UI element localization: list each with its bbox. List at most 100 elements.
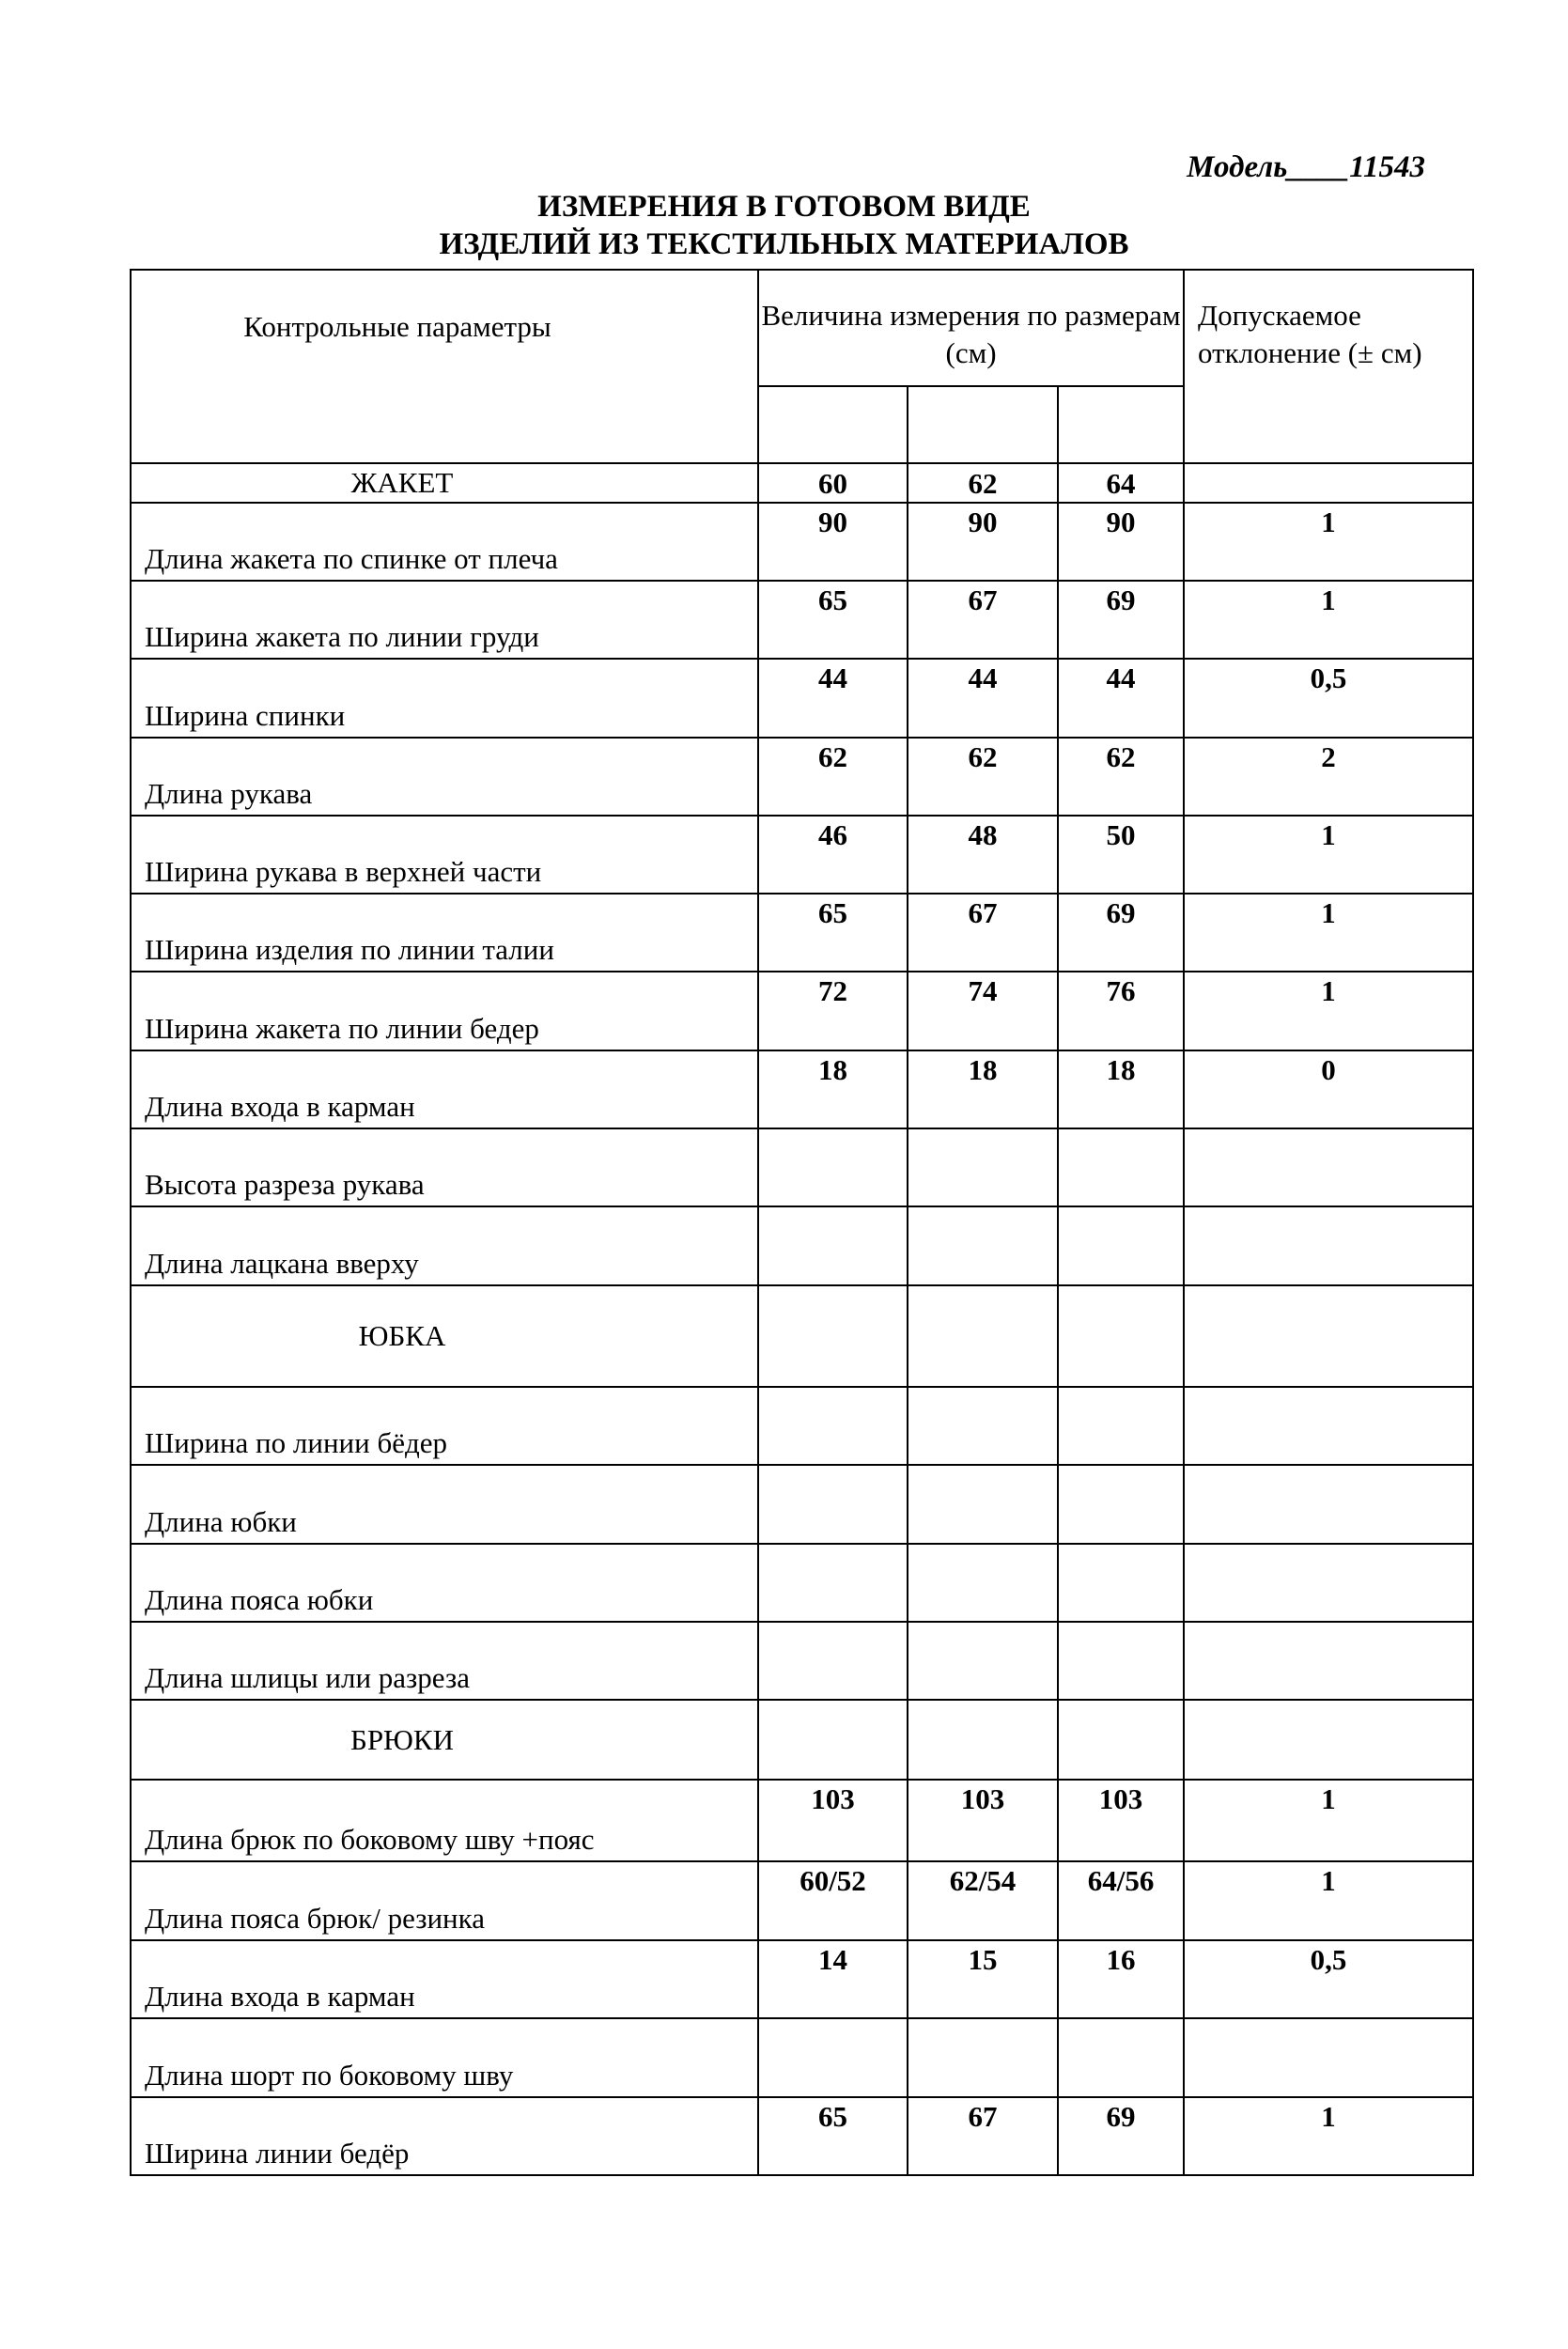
parameter-label: Высота разреза рукава	[130, 1128, 759, 1207]
parameter-label: Длина жакета по спинке от плеча	[130, 502, 759, 582]
size-value-cell: 69	[1056, 2096, 1186, 2176]
table-row: Длина лацкана вверху	[130, 1206, 1475, 1286]
size-value-cell: 50	[1056, 815, 1186, 894]
size-value-cell: 62	[757, 737, 908, 817]
size-value-cell: 76	[1056, 971, 1186, 1051]
size-value-cell	[907, 1206, 1059, 1286]
tolerance-cell	[1183, 1464, 1475, 1545]
tolerance-cell: 0	[1183, 1050, 1475, 1129]
parameter-label: Ширина жакета по линии груди	[130, 580, 759, 660]
table-row: Длина пояса брюк/ резинка 60/52 62/54 64/56…	[130, 1860, 1475, 1941]
size-value-cell	[1056, 1128, 1186, 1207]
size-value-cell: 18	[757, 1050, 908, 1129]
table-row: Ширина линии бедёр 65 67 69 1	[130, 2096, 1475, 2176]
size-value-cell: 67	[907, 2096, 1059, 2176]
header-tolerance: Допускаемое отклонение (± см)	[1183, 269, 1475, 464]
size-value-cell	[757, 2017, 908, 2098]
size-value-cell	[1056, 1464, 1186, 1545]
size-value-cell	[1056, 1699, 1186, 1781]
tolerance-cell	[1183, 1128, 1475, 1207]
section-row: ЖАКЕТ 60 62 64	[130, 462, 1475, 504]
table-row: Длина входа в карман 14 15 16 0,5	[130, 1939, 1475, 2019]
table-row: Ширина жакета по линии груди 65 67 69 1	[130, 580, 1475, 660]
measurements-table: Контрольные параметры Величина измерения…	[130, 269, 1475, 2176]
table-row: Длина рукава 62 62 62 2	[130, 737, 1475, 817]
size-value-cell	[907, 1543, 1059, 1623]
table-row: Длина жакета по спинке от плеча 90 90 90 1	[130, 502, 1475, 582]
tolerance-cell: 2	[1183, 737, 1475, 817]
table-row: Ширина рукава в верхней части 46 48 50 1	[130, 815, 1475, 894]
size-value-cell	[907, 2017, 1059, 2098]
size-value-cell: 14	[757, 1939, 908, 2019]
table-row: Ширина жакета по линии бедер 72 74 76 1	[130, 971, 1475, 1051]
parameter-label: Длина шорт по боковому шву	[130, 2017, 759, 2098]
table-row: Ширина по линии бёдер	[130, 1386, 1475, 1466]
tolerance-cell	[1183, 1699, 1475, 1781]
size-subheader-cell	[1056, 385, 1186, 464]
size-value-cell	[907, 1621, 1059, 1701]
size-value-cell	[907, 1128, 1059, 1207]
size-value-cell: 72	[757, 971, 908, 1051]
size-value-cell: 64	[1056, 462, 1186, 504]
size-subheader-cell	[757, 385, 908, 464]
size-value-cell: 65	[757, 2096, 908, 2176]
size-value-cell: 44	[907, 658, 1059, 739]
size-value-cell: 69	[1056, 893, 1186, 972]
size-value-cell: 18	[1056, 1050, 1186, 1129]
table-row: Длина пояса юбки	[130, 1543, 1475, 1623]
size-value-cell: 62/54	[907, 1860, 1059, 1941]
table-row: Длина юбки	[130, 1464, 1475, 1545]
size-value-cell: 62	[907, 737, 1059, 817]
tolerance-cell	[1183, 1386, 1475, 1466]
parameter-label: Ширина спинки	[130, 658, 759, 739]
tolerance-cell: 1	[1183, 971, 1475, 1051]
section-label: ЮБКА	[130, 1284, 759, 1388]
size-value-cell	[907, 1386, 1059, 1466]
parameter-label: Ширина рукава в верхней части	[130, 815, 759, 894]
tolerance-cell: 1	[1183, 815, 1475, 894]
parameter-label: Длина входа в карман	[130, 1939, 759, 2019]
size-value-cell	[1056, 2017, 1186, 2098]
tolerance-cell: 1	[1183, 1860, 1475, 1941]
size-value-cell: 90	[757, 502, 908, 582]
size-value-cell: 69	[1056, 580, 1186, 660]
table-row: Ширина спинки 44 44 44 0,5	[130, 658, 1475, 739]
size-value-cell	[757, 1386, 908, 1466]
parameter-label: Ширина изделия по линии талии	[130, 893, 759, 972]
size-value-cell: 67	[907, 580, 1059, 660]
tolerance-cell	[1183, 1284, 1475, 1388]
size-value-cell: 60	[757, 462, 908, 504]
parameter-label: Ширина линии бедёр	[130, 2096, 759, 2176]
tolerance-cell	[1183, 462, 1475, 504]
size-value-cell	[757, 1206, 908, 1286]
tolerance-cell: 1	[1183, 2096, 1475, 2176]
size-value-cell	[757, 1464, 908, 1545]
table-row: Длина шлицы или разреза	[130, 1621, 1475, 1701]
size-value-cell: 44	[757, 658, 908, 739]
size-value-cell: 74	[907, 971, 1059, 1051]
title-line-2: ИЗДЕЛИЙ ИЗ ТЕКСТИЛЬНЫХ МАТЕРИАЛОВ	[439, 227, 1129, 261]
size-value-cell: 46	[757, 815, 908, 894]
size-value-cell: 16	[1056, 1939, 1186, 2019]
size-value-cell	[757, 1699, 908, 1781]
size-value-cell	[907, 1699, 1059, 1781]
size-value-cell	[1056, 1284, 1186, 1388]
size-value-cell: 64/56	[1056, 1860, 1186, 1941]
size-value-cell	[757, 1543, 908, 1623]
tolerance-cell: 0,5	[1183, 658, 1475, 739]
table-row: Длина брюк по боковому шву +пояс 103 103 10…	[130, 1779, 1475, 1862]
parameter-label: Ширина жакета по линии бедер	[130, 971, 759, 1051]
parameter-label: Длина брюк по боковому шву +пояс	[130, 1779, 759, 1862]
size-value-cell	[1056, 1386, 1186, 1466]
table-row: Ширина изделия по линии талии 65 67 69 1	[130, 893, 1475, 972]
tolerance-cell: 1	[1183, 580, 1475, 660]
parameter-label: Длина входа в карман	[130, 1050, 759, 1129]
section-row: БРЮКИ	[130, 1699, 1475, 1781]
size-value-cell: 65	[757, 893, 908, 972]
tolerance-cell: 1	[1183, 893, 1475, 972]
table-row: Длина входа в карман 18 18 18 0	[130, 1050, 1475, 1129]
size-value-cell: 103	[757, 1779, 908, 1862]
tolerance-cell	[1183, 2017, 1475, 2098]
parameter-label: Длина юбки	[130, 1464, 759, 1545]
size-value-cell: 103	[1056, 1779, 1186, 1862]
